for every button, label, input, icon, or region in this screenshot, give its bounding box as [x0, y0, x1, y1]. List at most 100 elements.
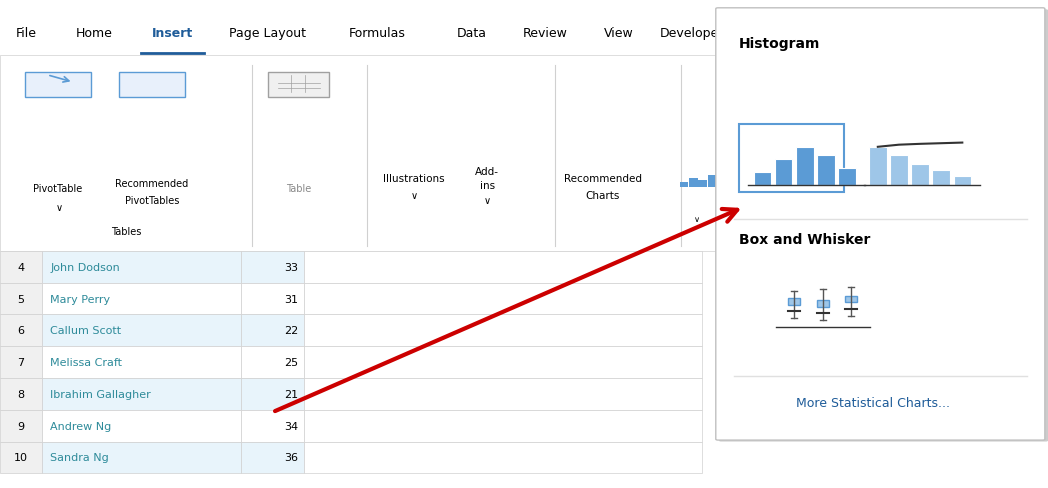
Bar — [813, 176, 823, 188]
Bar — [734, 181, 742, 188]
Text: Mary Perry: Mary Perry — [50, 294, 110, 304]
Text: Table: Table — [286, 183, 311, 193]
FancyBboxPatch shape — [719, 10, 1048, 442]
Bar — [42, 442, 241, 473]
Bar — [794, 179, 804, 188]
Text: 25: 25 — [285, 357, 299, 367]
Bar — [304, 251, 702, 283]
Bar — [42, 378, 241, 410]
Bar — [304, 378, 702, 410]
Text: Maps: Maps — [872, 183, 899, 193]
Bar — [304, 410, 702, 442]
Text: PivotTables: PivotTables — [125, 196, 179, 205]
Text: ∨: ∨ — [694, 215, 700, 224]
Bar — [42, 315, 241, 346]
Bar — [715, 183, 723, 188]
Bar — [890, 156, 908, 185]
Bar — [788, 298, 801, 305]
Text: File: File — [16, 26, 37, 40]
Text: Insert: Insert — [152, 26, 194, 40]
Bar — [241, 378, 304, 410]
Bar — [796, 147, 813, 185]
Text: ins: ins — [480, 181, 495, 191]
Text: Sandra Ng: Sandra Ng — [50, 452, 109, 463]
Text: Data: Data — [457, 26, 486, 40]
Text: 21: 21 — [285, 389, 299, 399]
Bar — [773, 396, 784, 410]
Text: Page Layout: Page Layout — [228, 26, 306, 40]
Bar — [304, 315, 702, 346]
Text: ∨: ∨ — [484, 196, 490, 205]
Bar — [708, 176, 717, 188]
Bar — [869, 147, 887, 185]
Text: Recommended: Recommended — [115, 179, 189, 188]
Text: ∨: ∨ — [728, 215, 735, 224]
Bar — [268, 73, 329, 98]
Bar — [817, 156, 834, 185]
Text: 22: 22 — [284, 325, 299, 336]
Bar — [816, 301, 829, 307]
Text: View: View — [604, 26, 633, 40]
Text: 31: 31 — [285, 294, 299, 304]
Text: Recommended: Recommended — [564, 174, 641, 183]
Bar — [774, 160, 792, 185]
Text: 34: 34 — [285, 421, 299, 431]
Bar — [0, 378, 42, 410]
Bar — [304, 442, 702, 473]
Bar — [42, 283, 241, 315]
Text: Charts: Charts — [586, 191, 619, 201]
Text: PivotTable: PivotTable — [34, 183, 82, 193]
Text: 5: 5 — [18, 294, 24, 304]
Text: Histogram: Histogram — [739, 37, 821, 51]
Bar — [742, 176, 751, 188]
Text: Formulas: Formulas — [349, 26, 406, 40]
Bar — [805, 181, 813, 188]
Bar — [769, 181, 779, 188]
Text: ∨: ∨ — [57, 203, 63, 213]
Bar — [933, 171, 949, 185]
Bar — [739, 124, 844, 193]
Text: ∨: ∨ — [411, 191, 417, 201]
Text: Table Design: Table Design — [830, 26, 910, 40]
Bar — [750, 183, 760, 188]
Bar — [118, 73, 184, 98]
Bar — [954, 177, 971, 185]
Text: Developer: Developer — [659, 26, 724, 40]
Bar — [761, 179, 769, 188]
Text: Andrew Ng: Andrew Ng — [50, 421, 111, 431]
Bar — [699, 181, 707, 188]
Bar — [0, 56, 1048, 251]
Text: Add-: Add- — [476, 166, 499, 176]
Text: Box and Whisker: Box and Whisker — [739, 232, 870, 246]
Text: Tables: Tables — [111, 227, 140, 237]
Bar — [754, 173, 771, 185]
Text: 4: 4 — [18, 262, 24, 272]
Bar — [912, 164, 929, 185]
Bar — [0, 346, 42, 378]
Text: Ibrahim Gallagher: Ibrahim Gallagher — [50, 389, 151, 399]
Bar — [304, 283, 702, 315]
Bar — [241, 283, 304, 315]
Bar — [679, 183, 689, 188]
Bar — [0, 283, 42, 315]
Bar — [0, 0, 1048, 56]
Bar — [0, 442, 42, 473]
Text: 36: 36 — [285, 452, 299, 463]
Text: ∨: ∨ — [765, 215, 771, 224]
Text: Home: Home — [75, 26, 113, 40]
Text: ∨: ∨ — [800, 215, 806, 224]
Text: Help: Help — [750, 26, 780, 40]
Bar — [304, 346, 702, 378]
Text: 9: 9 — [18, 421, 24, 431]
Bar — [241, 315, 304, 346]
Text: More Statistical Charts...: More Statistical Charts... — [796, 396, 951, 409]
Text: Callum Scott: Callum Scott — [50, 325, 122, 336]
Text: 7: 7 — [18, 357, 24, 367]
Text: 8: 8 — [18, 389, 24, 399]
Text: 33: 33 — [285, 262, 299, 272]
Bar — [241, 346, 304, 378]
Text: 6: 6 — [18, 325, 24, 336]
Bar — [241, 251, 304, 283]
Text: PivotChart: PivotChart — [963, 183, 1018, 193]
Bar — [780, 176, 788, 188]
